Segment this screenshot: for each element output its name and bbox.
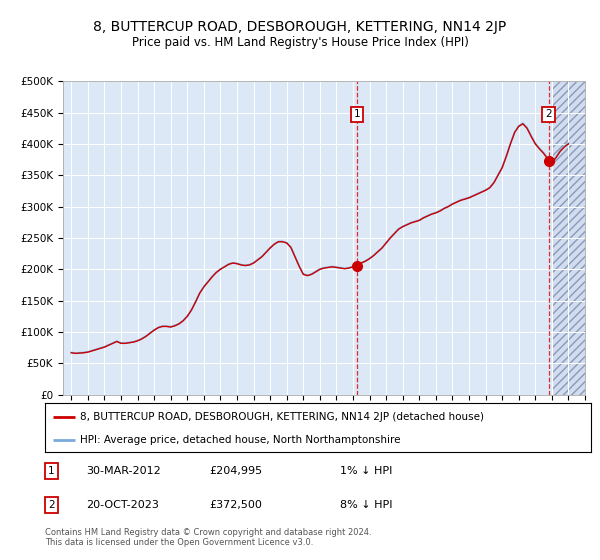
Text: 8, BUTTERCUP ROAD, DESBOROUGH, KETTERING, NN14 2JP: 8, BUTTERCUP ROAD, DESBOROUGH, KETTERING… [94,20,506,34]
Text: £372,500: £372,500 [209,500,262,510]
Text: 2: 2 [545,109,552,119]
Text: £204,995: £204,995 [209,466,262,476]
Text: 30-MAR-2012: 30-MAR-2012 [86,466,161,476]
Text: Contains HM Land Registry data © Crown copyright and database right 2024.
This d: Contains HM Land Registry data © Crown c… [45,528,371,547]
Text: 20-OCT-2023: 20-OCT-2023 [86,500,159,510]
Text: 8% ↓ HPI: 8% ↓ HPI [340,500,392,510]
Text: 8, BUTTERCUP ROAD, DESBOROUGH, KETTERING, NN14 2JP (detached house): 8, BUTTERCUP ROAD, DESBOROUGH, KETTERING… [80,412,484,422]
Text: 1: 1 [354,109,361,119]
Text: 1: 1 [48,466,55,476]
Bar [552,81,593,395]
Text: HPI: Average price, detached house, North Northamptonshire: HPI: Average price, detached house, Nort… [80,435,401,445]
Text: Price paid vs. HM Land Registry's House Price Index (HPI): Price paid vs. HM Land Registry's House … [131,36,469,49]
Text: 1% ↓ HPI: 1% ↓ HPI [340,466,392,476]
Text: 2: 2 [48,500,55,510]
Bar [552,81,593,395]
